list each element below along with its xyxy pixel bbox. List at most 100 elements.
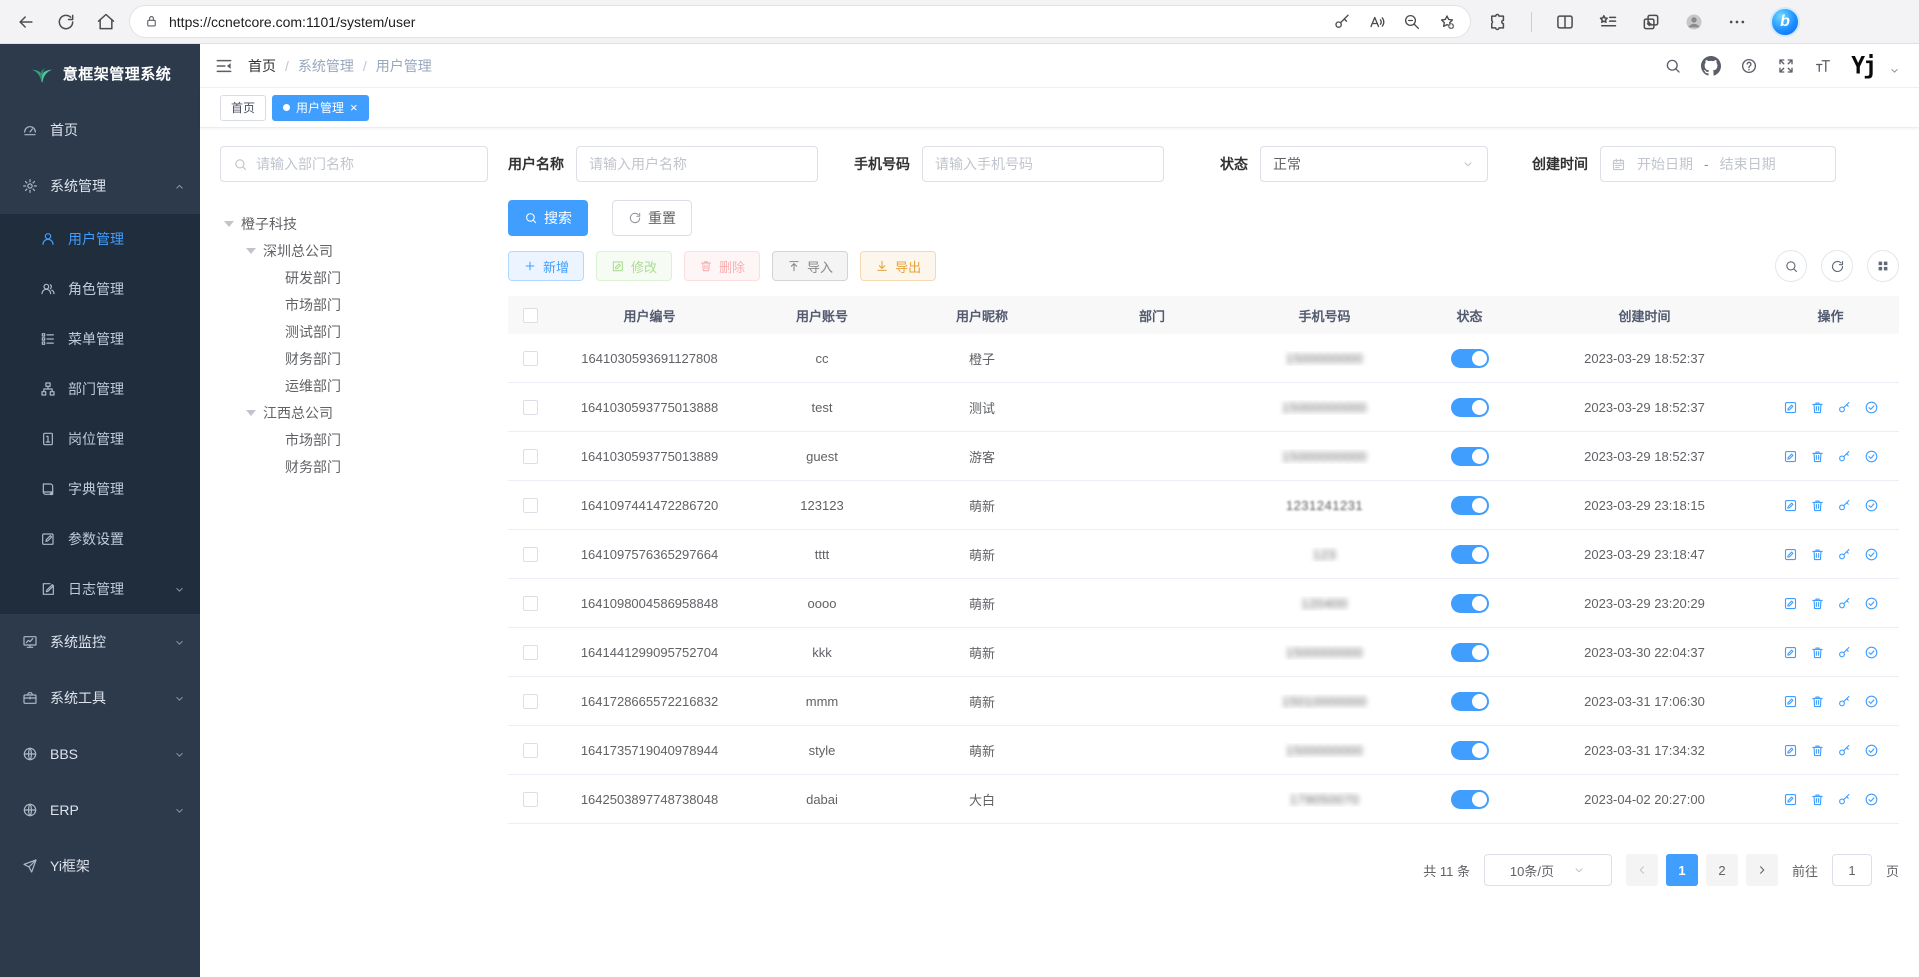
more-icon[interactable] [1727, 12, 1747, 32]
tab-user-mgmt[interactable]: 用户管理 × [272, 94, 369, 121]
search-icon[interactable] [1664, 57, 1682, 75]
status-toggle[interactable] [1450, 348, 1489, 368]
row-checkbox[interactable] [522, 546, 538, 562]
reset-password-icon[interactable] [1837, 694, 1852, 709]
page-size-select[interactable]: 10条/页 [1483, 854, 1612, 886]
reset-button[interactable]: 重置 [612, 200, 692, 236]
breadcrumb-item[interactable]: 首页 [248, 57, 276, 74]
username-input[interactable] [576, 146, 818, 182]
status-select[interactable]: 正常 [1260, 146, 1488, 182]
back-icon[interactable] [10, 7, 42, 37]
row-checkbox[interactable] [522, 497, 538, 513]
column-settings-button[interactable] [1867, 250, 1899, 282]
next-page-button[interactable] [1745, 854, 1778, 886]
breadcrumb-item[interactable]: 用户管理 [375, 57, 432, 74]
collections-icon[interactable] [1598, 12, 1618, 32]
sidebar-item-user[interactable]: 用户管理 [0, 214, 200, 264]
tree-node[interactable]: 研发部门 [220, 264, 488, 291]
tab-actions-icon[interactable] [1641, 12, 1661, 32]
status-toggle[interactable] [1450, 495, 1489, 515]
status-toggle[interactable] [1450, 642, 1489, 662]
sidebar-item-config[interactable]: 参数设置 [0, 514, 200, 564]
assign-role-icon[interactable] [1864, 792, 1879, 807]
status-toggle[interactable] [1450, 740, 1489, 760]
help-icon[interactable] [1740, 57, 1758, 75]
edit-row-icon[interactable] [1783, 547, 1798, 562]
assign-role-icon[interactable] [1864, 694, 1879, 709]
row-checkbox[interactable] [522, 350, 538, 366]
sidebar-item-home[interactable]: 首页 [0, 102, 200, 158]
tree-node[interactable]: 市场部门 [220, 291, 488, 318]
page-button-1[interactable]: 1 [1665, 854, 1698, 886]
reset-password-icon[interactable] [1837, 792, 1852, 807]
tab-home[interactable]: 首页 [220, 94, 267, 121]
phone-input[interactable] [922, 146, 1164, 182]
add-button[interactable]: 新增 [508, 251, 585, 281]
status-toggle[interactable] [1450, 397, 1489, 417]
tree-node[interactable]: 市场部门 [220, 426, 488, 453]
status-toggle[interactable] [1450, 544, 1489, 564]
github-icon[interactable] [1701, 55, 1722, 76]
tree-node[interactable]: 运维部门 [220, 372, 488, 399]
app-logo[interactable]: 意框架管理系统 [0, 44, 200, 102]
read-aloud-icon[interactable] [1368, 13, 1386, 31]
collapse-sidebar-icon[interactable] [214, 56, 234, 76]
row-checkbox[interactable] [522, 693, 538, 709]
caret-down-icon[interactable] [246, 248, 256, 259]
edit-row-icon[interactable] [1783, 449, 1798, 464]
sidebar-item-tool[interactable]: 系统工具 [0, 670, 200, 726]
reset-password-icon[interactable] [1837, 400, 1852, 415]
reset-password-icon[interactable] [1837, 498, 1852, 513]
edit-row-icon[interactable] [1783, 694, 1798, 709]
row-checkbox[interactable] [522, 791, 538, 807]
edit-row-icon[interactable] [1783, 792, 1798, 807]
split-screen-icon[interactable] [1555, 12, 1575, 32]
sidebar-item-dept[interactable]: 部门管理 [0, 364, 200, 414]
sidebar-item-bbs[interactable]: BBS [0, 726, 200, 782]
tree-node[interactable]: 江西总公司 [220, 399, 488, 426]
row-checkbox[interactable] [522, 448, 538, 464]
fullscreen-icon[interactable] [1777, 57, 1795, 75]
close-tab-icon[interactable]: × [350, 100, 358, 115]
font-size-icon[interactable] [1814, 57, 1832, 75]
goto-page-input[interactable] [1831, 854, 1872, 886]
sidebar-item-erp[interactable]: ERP [0, 782, 200, 838]
export-button[interactable]: 导出 [860, 251, 937, 281]
date-range-picker[interactable]: 开始日期 - 结束日期 [1600, 146, 1836, 182]
edit-button[interactable]: 修改 [596, 251, 673, 281]
delete-row-icon[interactable] [1810, 596, 1825, 611]
delete-row-icon[interactable] [1810, 498, 1825, 513]
status-toggle[interactable] [1450, 789, 1489, 809]
edit-row-icon[interactable] [1783, 596, 1798, 611]
caret-down-icon[interactable] [224, 221, 234, 232]
delete-row-icon[interactable] [1810, 694, 1825, 709]
sidebar-item-monitor[interactable]: 系统监控 [0, 614, 200, 670]
delete-row-icon[interactable] [1810, 400, 1825, 415]
caret-down-icon[interactable] [246, 410, 256, 421]
sidebar-item-post[interactable]: 岗位管理 [0, 414, 200, 464]
assign-role-icon[interactable] [1864, 400, 1879, 415]
status-toggle[interactable] [1450, 691, 1489, 711]
extensions-icon[interactable] [1488, 12, 1508, 32]
delete-button[interactable]: 删除 [684, 251, 761, 281]
breadcrumb-item[interactable]: 系统管理 [297, 57, 354, 74]
status-toggle[interactable] [1450, 593, 1489, 613]
row-checkbox[interactable] [522, 644, 538, 660]
tree-node[interactable]: 深圳总公司 [220, 237, 488, 264]
reset-password-icon[interactable] [1837, 547, 1852, 562]
favorite-add-icon[interactable] [1438, 13, 1456, 31]
sidebar-item-role[interactable]: 角色管理 [0, 264, 200, 314]
row-checkbox[interactable] [522, 399, 538, 415]
home-icon[interactable] [90, 7, 122, 37]
address-bar[interactable]: https://ccnetcore.com:1101/system/user [130, 6, 1470, 37]
chevron-down-icon[interactable] [1888, 64, 1901, 77]
user-avatar-logo[interactable]: Yj [1851, 51, 1877, 80]
tree-node[interactable]: 财务部门 [220, 453, 488, 480]
assign-role-icon[interactable] [1864, 743, 1879, 758]
tree-node[interactable]: 橙子科技 [220, 210, 488, 237]
tree-node[interactable]: 财务部门 [220, 345, 488, 372]
toggle-search-button[interactable] [1775, 250, 1807, 282]
copilot-icon[interactable]: b [1770, 6, 1800, 37]
sidebar-item-system[interactable]: 系统管理 [0, 158, 200, 214]
key-icon[interactable] [1333, 13, 1351, 31]
